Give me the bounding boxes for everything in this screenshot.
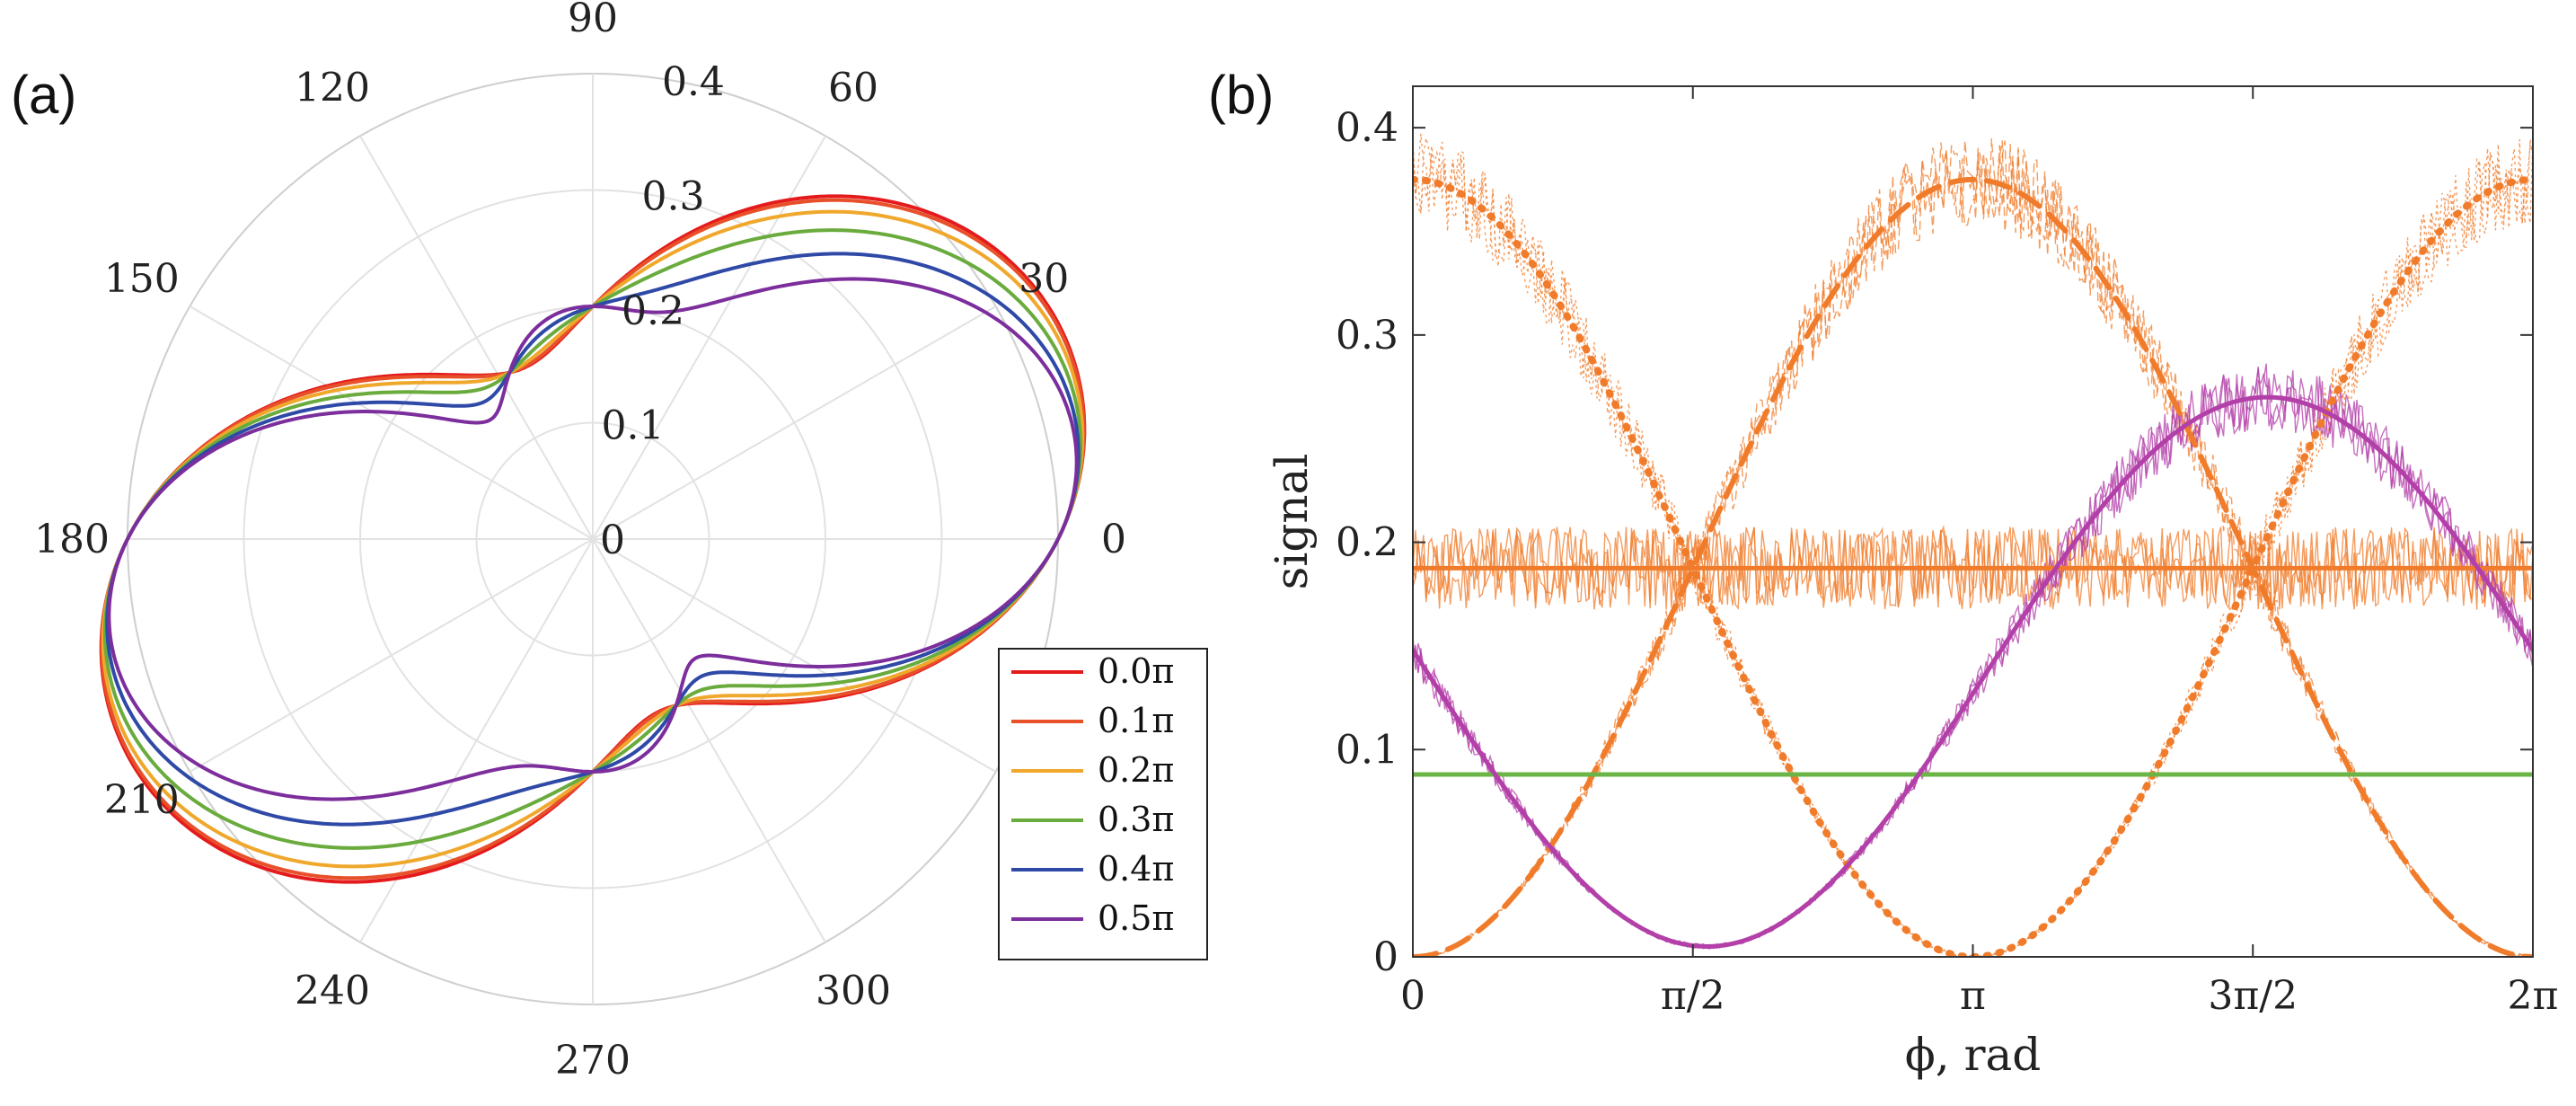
theta-tick-label: 300 — [816, 968, 891, 1013]
legend-box — [998, 648, 1208, 960]
polar-plot: 0 30 60 90 120 150 180 210 240 270 300 0 0.1 0.2 0.3 0.… — [34, 0, 1126, 1084]
x-tick-label: 3π/2 — [2208, 973, 2298, 1019]
r-tick-label: 0.3 — [641, 173, 704, 219]
y-tick-label: 0.1 — [1336, 727, 1398, 773]
y-tick-label: 0.2 — [1336, 520, 1398, 566]
y-axis-label: signal — [1266, 454, 1318, 590]
signal-plot: 0 0.1 0.2 0.3 0.4 0 π/2 π 3π/2 2π ϕ, rad signal — [1266, 85, 2559, 1081]
legend-entry: 0.4π — [1098, 849, 1174, 889]
polar-spoke — [189, 538, 594, 773]
polar-spoke — [592, 305, 997, 540]
polar-labels: 0 30 60 90 120 150 180 210 240 270 300 0 0.1 0.2 0.3 0.… — [34, 0, 1126, 1084]
y-tick-label: 0.4 — [1336, 105, 1398, 151]
signal-noisy-trace — [1413, 526, 2533, 610]
x-axis-label: ϕ, rad — [1905, 1029, 2042, 1081]
polar-spoke — [359, 538, 594, 943]
theta-tick-label: 210 — [104, 777, 180, 823]
r-tick-label: 0 — [600, 518, 625, 563]
r-tick-label: 0.4 — [662, 59, 725, 105]
panel-label-a: (a) — [11, 65, 76, 125]
polar-spoke — [592, 538, 997, 773]
theta-tick-label: 120 — [295, 66, 370, 111]
signal-series-clip — [1413, 133, 2533, 957]
theta-tick-label: 60 — [828, 66, 878, 111]
polar-spoke — [592, 538, 826, 943]
x-tick-label: π/2 — [1661, 973, 1725, 1019]
signal-noisy-trace — [1413, 137, 2533, 957]
signal-series-line — [1413, 394, 2533, 950]
legend-entry: 0.5π — [1098, 898, 1174, 938]
r-tick-label: 0.2 — [622, 288, 684, 334]
legend-entry: 0.0π — [1098, 651, 1174, 691]
signal-series-line — [1413, 176, 2533, 957]
signal-noisy-trace — [1413, 370, 2533, 951]
signal-series-line — [1413, 175, 2533, 957]
legend: 0.0π 0.1π 0.2π 0.3π 0.4π 0.5π — [998, 648, 1208, 960]
legend-entry: 0.1π — [1098, 701, 1174, 740]
polar-spoke — [359, 135, 594, 540]
theta-tick-label: 150 — [104, 256, 180, 302]
theta-tick-label: 0 — [1101, 517, 1126, 562]
x-tick-label: π — [1960, 973, 1986, 1019]
signal-axes: 0 0.1 0.2 0.3 0.4 0 π/2 π 3π/2 2π ϕ, rad signal — [1266, 85, 2559, 1081]
r-tick-label: 0.1 — [601, 403, 664, 448]
polar-curves — [99, 194, 1087, 884]
theta-tick-label: 90 — [568, 0, 618, 41]
signal-axes-box — [1412, 85, 2534, 958]
x-tick-label: 0 — [1400, 973, 1425, 1019]
signal-noisy-trace — [1413, 525, 2533, 610]
polar-spoke — [189, 305, 594, 540]
signal-noisy-trace — [1413, 368, 2533, 950]
legend-entry: 0.3π — [1098, 800, 1174, 839]
signal-series — [1413, 133, 2533, 957]
signal-noisy-trace — [1413, 363, 2533, 950]
panel-label-b: (b) — [1208, 65, 1274, 125]
theta-tick-label: 270 — [555, 1038, 631, 1084]
signal-noisy-trace — [1413, 145, 2533, 957]
theta-tick-label: 180 — [34, 517, 110, 562]
polar-spoke — [592, 135, 826, 540]
signal-noisy-trace — [1413, 137, 2533, 957]
theta-tick-label: 240 — [295, 968, 370, 1013]
polar-series-line — [107, 277, 1079, 801]
legend-entry: 0.2π — [1098, 750, 1174, 790]
y-tick-label: 0.3 — [1336, 313, 1398, 358]
signal-noisy-trace — [1413, 138, 2533, 957]
theta-tick-label: 30 — [1019, 256, 1069, 302]
y-tick-label: 0 — [1373, 934, 1398, 980]
x-tick-label: 2π — [2508, 973, 2559, 1019]
